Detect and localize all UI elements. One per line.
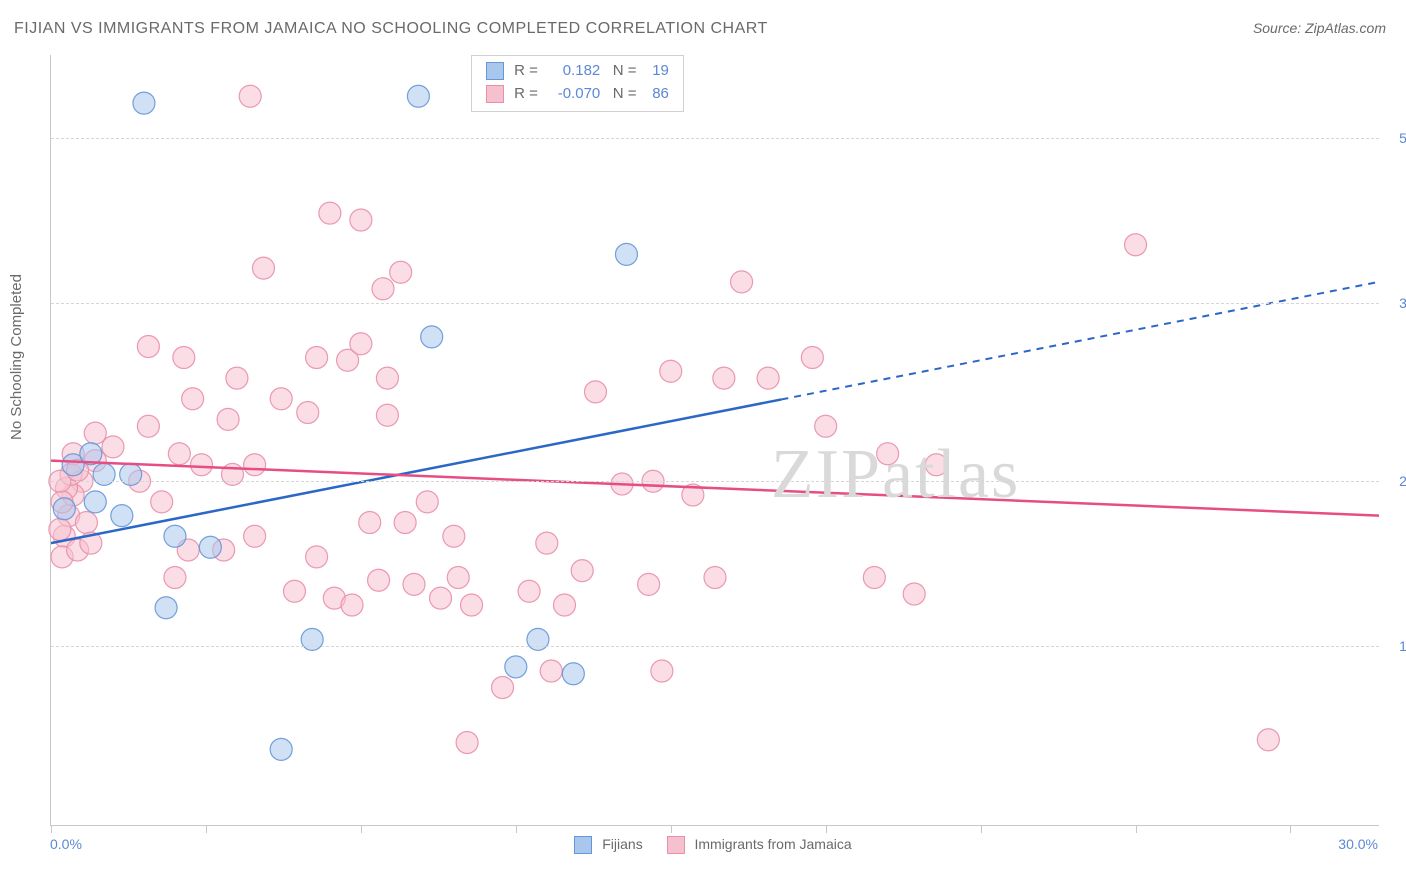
- x-tick: [981, 825, 982, 833]
- gridline: [51, 481, 1379, 482]
- stat-row-jamaica: R = -0.070 N = 86: [486, 83, 669, 106]
- bottom-legend: Fijians Immigrants from Jamaica: [0, 836, 1406, 854]
- x-tick: [361, 825, 362, 833]
- x-tick: [51, 825, 52, 833]
- y-axis-label: No Schooling Completed: [8, 274, 25, 440]
- x-tick: [671, 825, 672, 833]
- x-tick: [1136, 825, 1137, 833]
- chart-title: FIJIAN VS IMMIGRANTS FROM JAMAICA NO SCH…: [14, 20, 768, 38]
- x-tick: [1290, 825, 1291, 833]
- gridline: [51, 646, 1379, 647]
- swatch-icon: [486, 85, 504, 103]
- legend-label-jamaica: Immigrants from Jamaica: [694, 836, 851, 852]
- r-value: -0.070: [546, 83, 600, 106]
- r-value: 0.182: [546, 60, 600, 83]
- y-tick-label: 3.8%: [1399, 295, 1406, 311]
- plot-area: R = 0.182 N = 19 R = -0.070 N = 86 ZIPat…: [50, 55, 1379, 826]
- x-tick: [206, 825, 207, 833]
- x-tick: [826, 825, 827, 833]
- swatch-icon: [486, 62, 504, 80]
- swatch-icon: [667, 836, 685, 854]
- stat-legend-box: R = 0.182 N = 19 R = -0.070 N = 86: [471, 55, 684, 112]
- n-value: 86: [645, 83, 669, 106]
- y-tick-label: 1.3%: [1399, 638, 1406, 654]
- y-tick-label: 2.5%: [1399, 473, 1406, 489]
- scatter-svg: [51, 55, 1379, 825]
- source-label: Source: ZipAtlas.com: [1253, 20, 1386, 36]
- x-tick: [516, 825, 517, 833]
- gridline: [51, 303, 1379, 304]
- legend-label-fijians: Fijians: [602, 836, 642, 852]
- gridline: [51, 138, 1379, 139]
- y-tick-label: 5.0%: [1399, 130, 1406, 146]
- swatch-icon: [574, 836, 592, 854]
- n-value: 19: [645, 60, 669, 83]
- stat-row-fijians: R = 0.182 N = 19: [486, 60, 669, 83]
